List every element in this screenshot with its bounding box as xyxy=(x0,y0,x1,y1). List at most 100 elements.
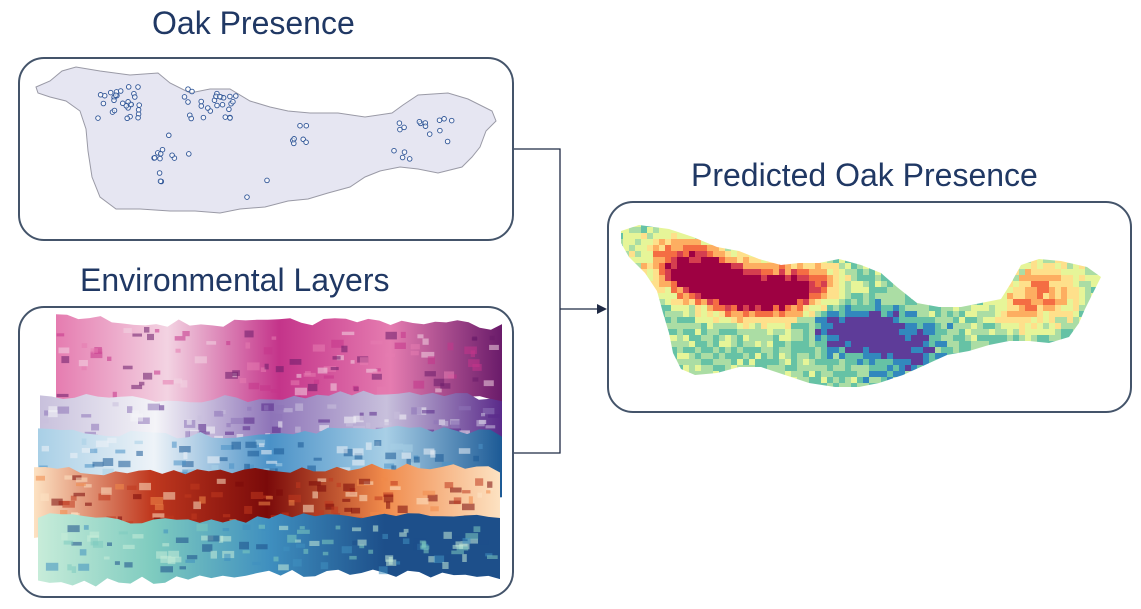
prediction-cell xyxy=(953,281,959,287)
prediction-cell xyxy=(1091,299,1097,305)
layer-texture xyxy=(182,461,194,468)
layer-texture xyxy=(229,463,235,469)
prediction-cell xyxy=(1085,239,1091,245)
prediction-cell xyxy=(1019,239,1025,245)
prediction-cell xyxy=(977,299,983,305)
prediction-cell xyxy=(671,287,677,293)
prediction-cell xyxy=(953,371,959,377)
prediction-cell xyxy=(1067,257,1073,263)
prediction-cell xyxy=(839,323,845,329)
layer-texture xyxy=(352,527,362,532)
prediction-cell xyxy=(779,377,785,383)
prediction-cell xyxy=(869,359,875,365)
prediction-cell xyxy=(665,311,671,317)
layer-texture xyxy=(335,525,341,530)
prediction-cell xyxy=(629,245,635,251)
prediction-cell xyxy=(689,365,695,371)
prediction-cell xyxy=(995,353,1001,359)
prediction-cell xyxy=(749,281,755,287)
prediction-cell xyxy=(845,383,851,387)
prediction-cell xyxy=(1097,275,1101,281)
prediction-cell xyxy=(935,335,941,341)
prediction-cell xyxy=(911,257,917,263)
prediction-cell xyxy=(923,293,929,299)
prediction-cell xyxy=(689,371,695,377)
prediction-cell xyxy=(875,377,881,383)
prediction-cell xyxy=(635,227,641,233)
prediction-cell xyxy=(677,245,683,251)
layer-texture xyxy=(385,452,397,460)
prediction-cell xyxy=(755,239,761,245)
prediction-cell xyxy=(1037,335,1043,341)
layer-texture xyxy=(182,331,190,337)
prediction-cell xyxy=(641,365,647,371)
presence-point xyxy=(226,106,232,113)
layer-texture xyxy=(186,555,198,560)
layer-texture xyxy=(239,378,247,384)
prediction-cell xyxy=(689,269,695,275)
prediction-cell xyxy=(1079,239,1085,245)
layer-texture xyxy=(256,544,268,550)
prediction-cell xyxy=(749,239,755,245)
layer-texture xyxy=(390,481,398,486)
prediction-cell xyxy=(977,251,983,257)
prediction-cell xyxy=(881,323,887,329)
prediction-cell xyxy=(1025,329,1031,335)
prediction-cell xyxy=(893,305,899,311)
prediction-cell xyxy=(629,257,635,263)
prediction-cell xyxy=(785,323,791,329)
prediction-cell xyxy=(923,359,929,365)
prediction-cell xyxy=(665,275,671,281)
prediction-cell xyxy=(695,335,701,341)
prediction-cell xyxy=(881,299,887,305)
prediction-cell xyxy=(851,293,857,299)
prediction-cell xyxy=(621,329,623,335)
prediction-cell xyxy=(785,305,791,311)
layer-texture xyxy=(84,431,96,435)
layer-texture xyxy=(297,529,310,534)
prediction-cell xyxy=(911,263,917,269)
prediction-cell xyxy=(995,311,1001,317)
prediction-cell xyxy=(839,317,845,323)
prediction-cell xyxy=(881,365,887,371)
prediction-cell xyxy=(695,329,701,335)
prediction-cell xyxy=(899,335,905,341)
prediction-cell xyxy=(725,323,731,329)
prediction-cell xyxy=(1043,389,1049,395)
prediction-cell xyxy=(893,245,899,251)
prediction-cell xyxy=(983,365,989,371)
layer-texture xyxy=(400,331,406,338)
prediction-cell xyxy=(839,239,845,245)
prediction-cell xyxy=(773,233,779,239)
prediction-cell xyxy=(719,257,725,263)
prediction-cell xyxy=(1103,311,1109,317)
prediction-cell xyxy=(971,275,977,281)
prediction-cell xyxy=(1001,305,1007,311)
layer-texture xyxy=(265,495,273,500)
prediction-cell xyxy=(671,323,677,329)
prediction-cell xyxy=(1091,275,1097,281)
prediction-cell xyxy=(923,353,929,359)
prediction-cell xyxy=(749,317,755,323)
prediction-cell xyxy=(839,245,845,251)
prediction-cell xyxy=(947,347,953,353)
prediction-cell xyxy=(929,347,935,353)
prediction-cell xyxy=(989,335,995,341)
presence-point xyxy=(113,92,119,98)
prediction-cell xyxy=(989,233,995,239)
prediction-cell xyxy=(1091,341,1097,347)
prediction-cell xyxy=(677,269,683,275)
prediction-cell xyxy=(809,225,815,227)
prediction-cell xyxy=(1055,245,1061,251)
prediction-cell xyxy=(689,281,695,287)
prediction-cell xyxy=(1019,269,1025,275)
layer-texture xyxy=(321,539,334,545)
layer-texture xyxy=(115,449,126,454)
layer-texture xyxy=(341,331,355,336)
prediction-cell xyxy=(1019,293,1025,299)
prediction-cell xyxy=(863,287,869,293)
prediction-cell xyxy=(713,329,719,335)
prediction-cell xyxy=(959,317,965,323)
prediction-cell xyxy=(665,329,671,335)
presence-point xyxy=(222,114,229,120)
